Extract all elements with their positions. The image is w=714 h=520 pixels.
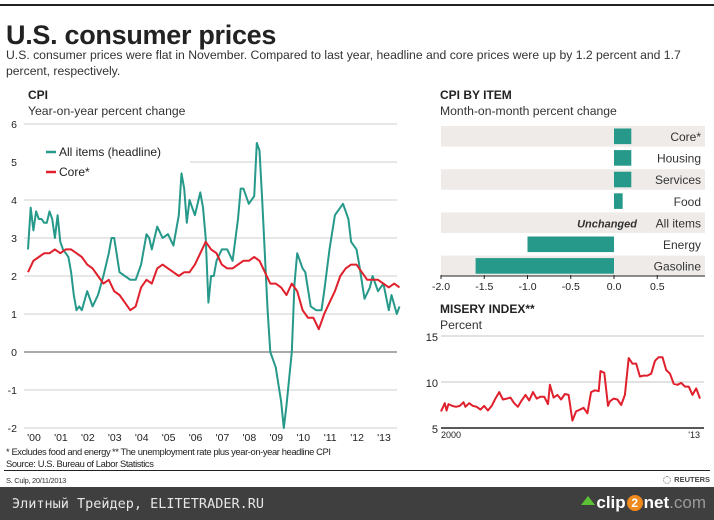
category-label: Services bbox=[655, 173, 701, 187]
x-tick-label: '13 bbox=[377, 432, 391, 444]
y-tick-label: 5 bbox=[11, 157, 17, 169]
y-tick-label: 10 bbox=[426, 378, 438, 390]
x-tick-label: '10 bbox=[296, 432, 310, 444]
x-tick-label: '08 bbox=[243, 432, 257, 444]
logo-com: .com bbox=[669, 493, 706, 512]
bar-chart-subtitle: Month-on-month percent change bbox=[440, 104, 617, 118]
y-tick-label: -2 bbox=[8, 423, 17, 435]
bar bbox=[527, 236, 614, 253]
y-tick-label: 4 bbox=[11, 195, 17, 207]
x-tick-label: '09 bbox=[269, 432, 283, 444]
page-subtitle: U.S. consumer prices were flat in Novemb… bbox=[6, 48, 681, 78]
source-note: Source: U.S. Bureau of Labor Statistics bbox=[6, 458, 154, 469]
upload-arrow-icon bbox=[581, 495, 596, 505]
misery-series-line bbox=[440, 356, 701, 422]
legend-label: Core* bbox=[59, 165, 90, 179]
category-label: Housing bbox=[657, 152, 701, 166]
core-series-line bbox=[27, 240, 401, 331]
x-tick-label: '13 bbox=[688, 430, 700, 440]
bar-chart-title: CPI BY ITEM bbox=[440, 88, 512, 102]
x-tick-label: 0.5 bbox=[650, 281, 665, 293]
x-tick-label: 0.0 bbox=[607, 281, 622, 293]
bar bbox=[614, 193, 623, 209]
y-tick-label: 0 bbox=[11, 347, 17, 359]
clip2net-logo[interactable]: clip 2 net .com bbox=[581, 493, 706, 513]
reuters-dots-icon bbox=[663, 475, 672, 484]
x-tick-label: '03 bbox=[108, 432, 122, 444]
bar bbox=[614, 150, 632, 166]
x-tick-label: -1.0 bbox=[518, 281, 536, 293]
banner-text: Элитный Трейдер, ELITETRADER.RU bbox=[12, 496, 264, 512]
unchanged-annotation: Unchanged bbox=[577, 218, 637, 230]
cpi-chart-subtitle: Year-on-year percent change bbox=[28, 104, 186, 118]
x-tick-label: -2.0 bbox=[432, 281, 450, 293]
row-stripe bbox=[441, 169, 705, 190]
row-stripe bbox=[441, 212, 705, 233]
y-tick-label: 15 bbox=[426, 332, 438, 344]
misery-chart-title: MISERY INDEX** bbox=[440, 302, 535, 316]
legend-label: All items (headline) bbox=[59, 145, 161, 159]
x-tick-label: '05 bbox=[162, 432, 176, 444]
x-tick-label: '12 bbox=[350, 432, 364, 444]
misery-chart-subtitle: Percent bbox=[440, 318, 483, 332]
x-tick-label: '11 bbox=[324, 432, 337, 444]
y-tick-label: 5 bbox=[432, 424, 438, 436]
footer-rule bbox=[4, 470, 710, 471]
x-tick-label: '01 bbox=[54, 432, 68, 444]
y-tick-label: 1 bbox=[11, 309, 17, 321]
logo-two: 2 bbox=[626, 495, 643, 511]
x-tick-label: -0.5 bbox=[562, 281, 580, 293]
y-tick-label: 2 bbox=[11, 271, 17, 283]
x-tick-label: '07 bbox=[216, 432, 230, 444]
reuters-label: REUTERS bbox=[674, 475, 710, 484]
x-tick-label: '06 bbox=[189, 432, 203, 444]
x-tick-label: '02 bbox=[81, 432, 95, 444]
x-tick-label: '04 bbox=[135, 432, 149, 444]
cpi-chart-title: CPI bbox=[28, 88, 49, 102]
bar bbox=[614, 171, 632, 188]
page-title: U.S. consumer prices bbox=[6, 20, 277, 50]
footnote-core: * Excludes food and energy bbox=[6, 446, 111, 457]
y-tick-label: -1 bbox=[8, 385, 17, 397]
bar bbox=[614, 128, 632, 145]
category-label: Energy bbox=[663, 238, 701, 252]
row-stripe bbox=[441, 126, 705, 147]
x-tick-label: 2000 bbox=[441, 430, 461, 440]
x-tick-label: -1.5 bbox=[475, 281, 493, 293]
top-rule bbox=[0, 4, 714, 6]
category-label: Core* bbox=[670, 130, 701, 144]
category-label: All items bbox=[656, 216, 701, 230]
watermark-banner: Элитный Трейдер, ELITETRADER.RU clip 2 n… bbox=[0, 487, 714, 520]
x-tick-label: '00 bbox=[27, 432, 41, 444]
category-label: Food bbox=[674, 195, 701, 209]
credit: S. Culp, 20/11/2013 bbox=[6, 476, 67, 485]
y-tick-label: 6 bbox=[11, 119, 17, 131]
logo-clip: clip bbox=[596, 493, 626, 512]
category-label: Gasoline bbox=[654, 260, 702, 274]
bar bbox=[475, 258, 614, 274]
reuters-logo: REUTERS bbox=[663, 475, 710, 484]
logo-net: net bbox=[643, 493, 670, 512]
y-tick-label: 3 bbox=[11, 233, 17, 245]
headline-series-line bbox=[27, 142, 401, 429]
footnote-misery: ** The unemployment rate plus year-on-ye… bbox=[112, 446, 331, 457]
